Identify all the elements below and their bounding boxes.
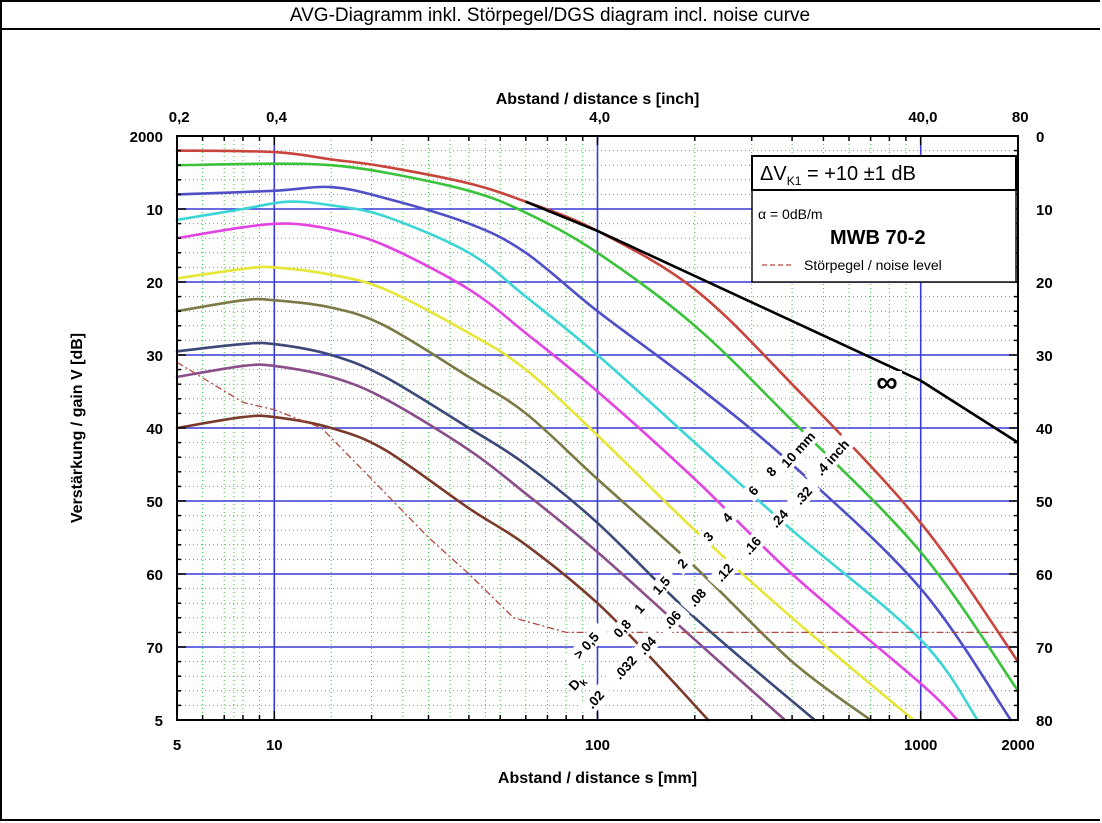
dg-label-mm-4-bg: [644, 568, 679, 604]
y-tick-label: 2000: [130, 129, 163, 146]
dg-label-inch-8: .32: [786, 478, 821, 514]
dg-label-mm-7: 4: [715, 506, 740, 530]
y-tick-label: 70: [146, 640, 163, 657]
dg-label-mm-0: Dk: [564, 671, 590, 696]
dg-label-inch-3-bg: [655, 602, 690, 638]
chart-title: AVG-Diagramm inkl. Störpegel/DGS diagram…: [0, 0, 1100, 30]
dg-label-inch-0-bg: [578, 682, 613, 718]
dg-label-mm-9: 8: [759, 460, 784, 484]
dg-label-mm-5: 2: [670, 552, 695, 576]
dg-label-inch-6-bg: [735, 528, 770, 564]
infinity-symbol: ∞: [876, 366, 897, 399]
series-line-9: [175, 363, 787, 722]
x2-tick-label: 0,2: [169, 109, 190, 126]
dg-label-inch-5-bg: [707, 555, 742, 591]
dg-label-inch-2-bg: [630, 628, 665, 664]
legend: ΔVK1 = +10 ±1 dB α = 0dB/m MWB 70-2 Störpeg…: [751, 155, 1017, 283]
y-axis-title: Verstärkung / gain V [dB]: [69, 333, 86, 523]
series-line-6: [175, 265, 915, 722]
y2-tick-label: 80: [1036, 713, 1053, 730]
dg-label-mm-3-bg: [627, 597, 652, 621]
x2-tick-label: 0,4: [266, 109, 288, 126]
x-tick-label: 1000: [904, 737, 937, 754]
y2-tick-label: 20: [1036, 275, 1053, 292]
dg-label-inch-7-bg: [762, 501, 797, 537]
legend-probe: MWB 70-2: [830, 227, 926, 249]
y-tick-label: 10: [146, 202, 163, 219]
series-line-2: [175, 162, 1020, 693]
series-line-8: [175, 341, 816, 722]
y-tick-label: 30: [146, 348, 163, 365]
series-line-7: [175, 297, 872, 722]
dg-label-inch-1-bg: [605, 647, 646, 689]
dg-label-mm-7-bg: [715, 506, 740, 530]
x-tick-label: 10: [266, 737, 283, 754]
x-tick-label: 2000: [1001, 737, 1034, 754]
dg-label-mm-2-bg: [605, 611, 640, 647]
y2-tick-label: 70: [1036, 640, 1053, 657]
dg-label-mm-8-bg: [741, 479, 766, 503]
infinity-bg: [872, 371, 902, 395]
dg-label-inch-0: .02: [578, 682, 613, 718]
dg-label-inch-9-bg: [804, 428, 861, 488]
y-tick-label: 40: [146, 421, 163, 438]
y2-tick-label: 10: [1036, 202, 1053, 219]
x2-tick-label: 40,0: [908, 109, 937, 126]
dg-label-mm-6: 3: [696, 525, 721, 549]
y2-tick-label: 30: [1036, 348, 1053, 365]
y2-tick-label: 60: [1036, 567, 1053, 584]
dg-label-mm-10-text: 10 mm: [779, 429, 819, 471]
dg-label-inch-6: .16: [735, 528, 770, 564]
dg-label-inch-8-bg: [786, 478, 821, 514]
x-tick-label: 5: [173, 737, 181, 754]
y2-tick-label: 0: [1036, 129, 1044, 146]
y-tick-label: 20: [146, 275, 163, 292]
dg-label-mm-5-bg: [670, 552, 695, 576]
dg-label-mm-6-bg: [696, 525, 721, 549]
dg-label-mm-4: 1,5: [644, 568, 679, 604]
noise-level-curve: [176, 361, 1018, 634]
x2-axis-title: Abstand / distance s [inch]: [496, 91, 700, 108]
x-tick-label: 100: [585, 737, 610, 754]
dg-label-mm-1-bg: [564, 622, 609, 670]
x2-tick-label: 80: [1012, 109, 1029, 126]
series-line-3: [175, 185, 1013, 722]
y-tick-label: 60: [146, 567, 163, 584]
series-line-10: [175, 414, 710, 722]
legend-delta-v: ΔVK1 = +10 ±1 dB: [760, 163, 916, 188]
dg-label-mm-0-bg: [564, 671, 589, 695]
legend-alpha: α = 0dB/m: [758, 206, 823, 222]
dg-label-mm-3: 1: [627, 597, 652, 621]
dg-label-inch-5: .12: [707, 555, 742, 591]
dg-label-inch-4-bg: [680, 580, 715, 616]
x-axis-title: Abstand / distance s [mm]: [498, 770, 697, 787]
x2-tick-label: 4,0: [589, 109, 610, 126]
y-tick-label: 50: [146, 494, 163, 511]
dg-label-mm-9-bg: [759, 460, 784, 484]
legend-header-box: [751, 155, 1017, 191]
legend-noise-label: Störpegel / noise level: [804, 257, 942, 273]
series-line-4: [175, 200, 979, 722]
infinity-reflector-line: [525, 200, 1019, 444]
y-tick-label: 5: [155, 713, 163, 730]
y2-tick-label: 50: [1036, 494, 1053, 511]
dg-label-mm-10-bg: [776, 426, 821, 474]
dg-label-mm-8: 6: [741, 479, 766, 503]
series-line-5: [175, 222, 959, 722]
dg-label-mm-1: > 0,5: [564, 622, 609, 670]
series-group: [175, 149, 1020, 722]
y2-tick-label: 40: [1036, 421, 1053, 438]
